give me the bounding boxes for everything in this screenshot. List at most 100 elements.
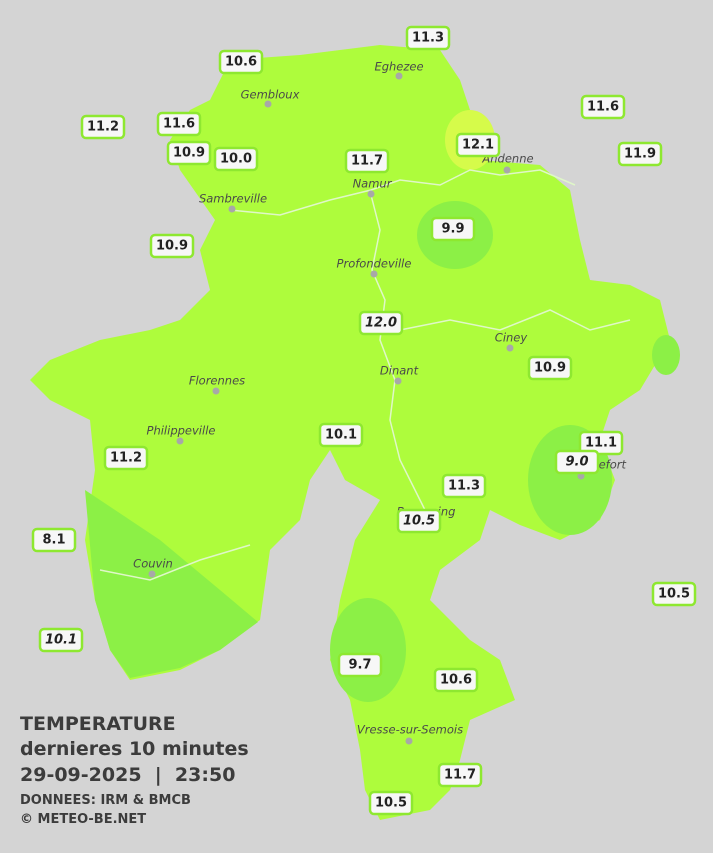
station: 11.6 — [580, 94, 626, 120]
stations: 11.3 10.6 11.6 11.2 11.6 12.1 10.9 10.0 11.7 11.9… — [31, 25, 697, 816]
station-box — [580, 94, 626, 120]
station: 12.1 — [455, 132, 501, 158]
station-box — [166, 140, 212, 166]
cool-zone — [330, 598, 406, 702]
station: 9.9 — [430, 216, 476, 242]
station: 10.1 — [38, 627, 84, 653]
station-box — [651, 581, 697, 607]
cool-zone — [85, 490, 258, 678]
cool-zone — [652, 335, 680, 375]
city-dot — [212, 387, 220, 395]
city-dot — [370, 270, 378, 278]
station-value: 10.6 — [440, 673, 472, 688]
city-dot — [394, 377, 402, 385]
city-label: Ciney — [495, 331, 528, 345]
city-label: Eghezee — [374, 60, 423, 74]
city-label: Profondeville — [337, 257, 412, 271]
city-label: Couvin — [133, 557, 173, 571]
station-value: 10.9 — [156, 239, 188, 254]
station-box — [213, 146, 259, 172]
station: 10.9 — [166, 140, 212, 166]
station-value: 11.3 — [412, 31, 444, 46]
station-value: 10.9 — [534, 361, 566, 376]
city-label: Dinant — [380, 364, 419, 378]
station-box — [405, 25, 451, 51]
station-box — [156, 111, 202, 137]
river — [399, 309, 631, 331]
city-dot — [148, 570, 156, 578]
station: 8.1 — [31, 527, 77, 553]
station-value: 10.9 — [173, 146, 205, 161]
station: 10.6 — [433, 667, 479, 693]
city-label: Sambreville — [199, 192, 267, 206]
station: 12.0 — [358, 310, 404, 336]
station-value: 10.1 — [45, 633, 77, 648]
station: 10.0 — [213, 146, 259, 172]
station-value: 10.5 — [375, 796, 407, 811]
legend-subtitle: dernieres 10 minutes — [20, 738, 249, 760]
station-value: 9.0 — [565, 455, 588, 470]
station: 11.7 — [344, 148, 390, 174]
station: 10.1 — [318, 422, 364, 448]
city-label: Vresse-sur-Semois — [357, 723, 463, 737]
station-value: 11.1 — [585, 436, 617, 451]
station-value: 11.2 — [87, 120, 119, 135]
station-box — [358, 310, 404, 336]
station-box — [38, 627, 84, 653]
station: 10.9 — [527, 355, 573, 381]
legend-title: TEMPERATURE — [20, 713, 176, 735]
station-box — [368, 790, 414, 816]
station-value: 11.6 — [587, 100, 619, 115]
legend-datetime: 29-09-2025 | 23:50 — [20, 764, 235, 786]
station-box — [218, 49, 264, 75]
station: 10.5 — [651, 581, 697, 607]
station-value: 9.7 — [348, 658, 371, 673]
station-box — [617, 141, 663, 167]
station-value: 10.5 — [658, 587, 690, 602]
station: 9.0 — [554, 449, 600, 475]
station: 11.6 — [156, 111, 202, 137]
station: 9.7 — [337, 652, 383, 678]
station-box — [80, 114, 126, 140]
city-label: Gembloux — [241, 88, 300, 102]
station: 10.6 — [218, 49, 264, 75]
river — [229, 169, 576, 216]
station-value: 8.1 — [42, 533, 65, 548]
station-box — [455, 132, 501, 158]
station-value: 11.7 — [444, 768, 476, 783]
station-box — [149, 233, 195, 259]
station-value: 11.9 — [624, 147, 656, 162]
river — [370, 194, 431, 521]
city-label: Namur — [353, 177, 393, 191]
station-value: 12.1 — [462, 138, 494, 153]
station: 11.7 — [437, 762, 483, 788]
city-dot — [264, 100, 272, 108]
city-dot — [506, 344, 514, 352]
station-box — [337, 652, 383, 678]
station: 10.5 — [396, 508, 442, 534]
station-box — [430, 216, 476, 242]
city-dot — [405, 737, 413, 745]
station: 10.5 — [368, 790, 414, 816]
station-value: 10.5 — [403, 514, 435, 529]
station-box — [441, 473, 487, 499]
station-box — [554, 449, 600, 475]
city-dot — [367, 190, 375, 198]
station-box — [433, 667, 479, 693]
station: 10.9 — [149, 233, 195, 259]
city-label: Florennes — [189, 374, 245, 388]
station-box — [31, 527, 77, 553]
station-value: 12.0 — [365, 316, 397, 331]
city-dot — [395, 72, 403, 80]
station-box — [578, 430, 624, 456]
station-value: 11.2 — [110, 451, 142, 466]
station-box — [103, 445, 149, 471]
station: 11.3 — [405, 25, 451, 51]
station-value: 10.1 — [325, 428, 357, 443]
legend-copyright: © METEO-BE.NET — [20, 812, 146, 827]
station-value: 11.3 — [448, 479, 480, 494]
station: 11.3 — [441, 473, 487, 499]
station: 11.2 — [103, 445, 149, 471]
station-value: 11.6 — [163, 117, 195, 132]
city-dot — [176, 437, 184, 445]
